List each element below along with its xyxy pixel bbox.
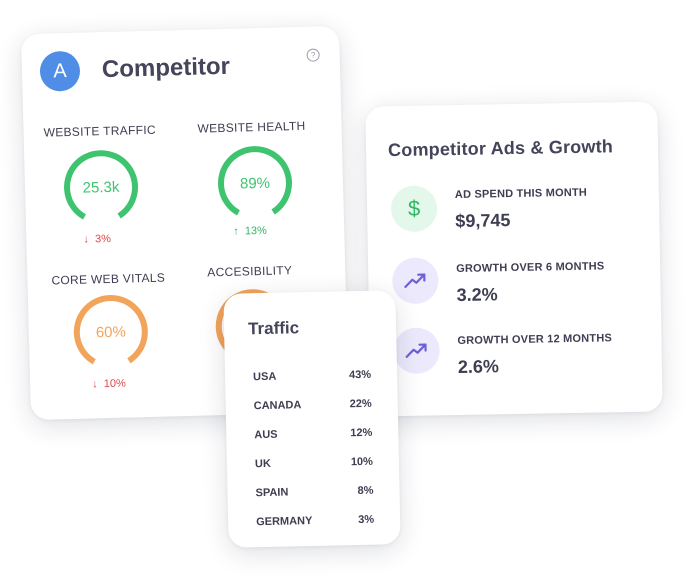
gauge-value: 25.3k [82, 178, 120, 197]
percentage: 8% [357, 484, 374, 498]
trending-up-icon [393, 327, 440, 375]
traffic-card: Traffic USA 43% CANADA 22% AUS 12% UK 10… [223, 290, 401, 548]
trend-core-web-vitals: ↓ 10% [92, 377, 126, 391]
percentage: 3% [358, 513, 375, 527]
avatar: A [39, 50, 81, 92]
percentage: 22% [349, 397, 372, 411]
competitor-title: Competitor [101, 52, 231, 84]
trend-website-health: ↑ 13% [233, 224, 268, 238]
percentage: 10% [350, 455, 374, 469]
traffic-row: GERMANY 3% [256, 514, 374, 532]
metric-label-accesibility: ACCESIBILITY [207, 263, 293, 280]
traffic-row: UK 10% [255, 456, 373, 474]
arrow-down-icon: ↓ [83, 233, 90, 246]
country: CANADA [253, 399, 302, 413]
growth-12-months-value: 2.6% [457, 356, 500, 377]
trend-website-traffic: ↓ 3% [83, 232, 112, 246]
gauge-core-web-vitals: 60% [70, 291, 152, 373]
help-icon[interactable]: ? [306, 48, 320, 62]
country: UK [254, 457, 271, 471]
gauge-website-traffic: 25.3k [60, 146, 142, 228]
ad-spend-value: $9,745 [455, 210, 511, 232]
gauge-arc [73, 295, 148, 365]
traffic-title: Traffic [247, 318, 300, 339]
traffic-row: AUS 12% [254, 427, 372, 445]
traffic-row: USA 43% [253, 369, 371, 387]
gauge-website-health: 89% [214, 142, 296, 224]
traffic-row: SPAIN 8% [255, 485, 373, 503]
metric-label-website-traffic: WEBSITE TRAFFIC [43, 122, 157, 140]
country: AUS [254, 428, 278, 442]
growth-12-months-label: GROWTH OVER 12 MONTHS [457, 332, 613, 347]
metric-label-core-web-vitals: CORE WEB VITALS [51, 270, 166, 288]
trending-up-icon [391, 257, 439, 305]
country: USA [252, 370, 277, 384]
ad-spend-label: AD SPEND THIS MONTH [454, 186, 588, 202]
competitor-ads-card: Competitor Ads & Growth $ AD SPEND THIS … [365, 101, 663, 417]
gauge-arc [218, 146, 292, 216]
ads-title: Competitor Ads & Growth [387, 136, 614, 161]
gauge-arc [64, 150, 139, 220]
percentage: 12% [350, 426, 373, 440]
percentage: 43% [348, 368, 372, 382]
metric-label-website-health: WEBSITE HEALTH [197, 118, 306, 136]
arrow-down-icon: ↓ [92, 378, 98, 391]
country: SPAIN [255, 486, 289, 500]
traffic-row: CANADA 22% [254, 398, 372, 416]
arrow-up-icon: ↑ [233, 225, 239, 238]
dollar-icon: $ [390, 185, 438, 233]
country: GERMANY [256, 515, 313, 529]
gauge-value: 60% [95, 323, 127, 341]
gauge-value: 89% [239, 174, 271, 193]
growth-6-months-label: GROWTH OVER 6 MONTHS [456, 260, 605, 276]
growth-6-months-value: 3.2% [456, 284, 498, 306]
